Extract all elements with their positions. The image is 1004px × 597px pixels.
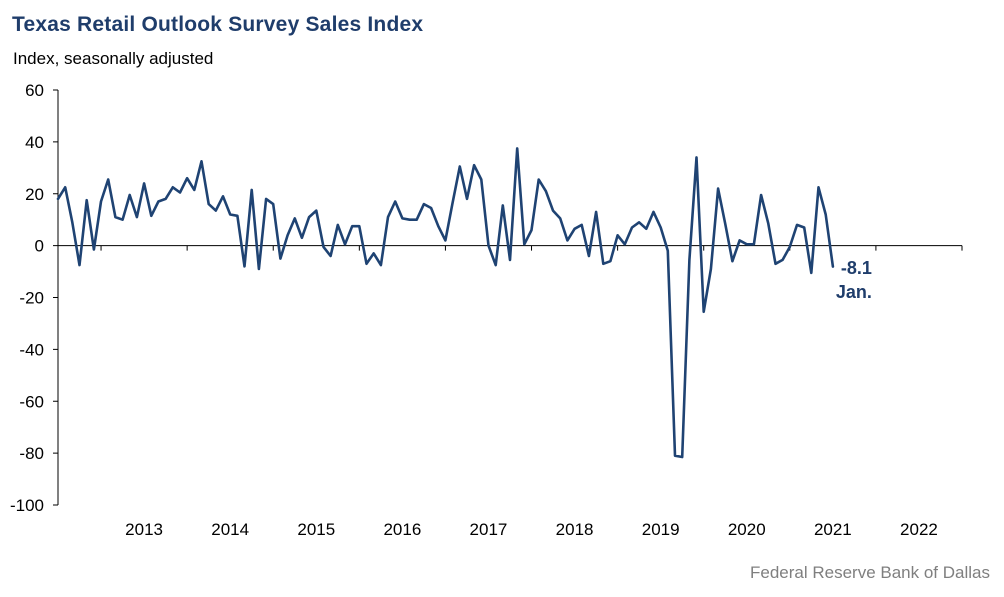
x-tick-label: 2021 bbox=[814, 520, 852, 539]
y-tick-label: -20 bbox=[19, 289, 44, 308]
x-tick-label: 2015 bbox=[297, 520, 335, 539]
chart-axes bbox=[57, 90, 962, 505]
series-line bbox=[56, 147, 835, 459]
x-tick-label: 2016 bbox=[383, 520, 421, 539]
y-tick-label: 20 bbox=[25, 185, 44, 204]
y-tick-label: 60 bbox=[25, 81, 44, 100]
chart-subtitle: Index, seasonally adjusted bbox=[13, 49, 214, 68]
annotation-group: -8.1 Jan. bbox=[836, 258, 872, 302]
annotation-label: Jan. bbox=[836, 282, 872, 302]
y-tick-label: -80 bbox=[19, 444, 44, 463]
y-tick-label: -40 bbox=[19, 340, 44, 359]
chart-title: Texas Retail Outlook Survey Sales Index bbox=[12, 13, 424, 36]
y-axis-ticks: 60 40 20 0 -20 -40 -60 -80 -100 bbox=[10, 81, 58, 515]
x-tick-label: 2014 bbox=[211, 520, 249, 539]
x-tick-label: 2013 bbox=[125, 520, 163, 539]
y-tick-label: -60 bbox=[19, 392, 44, 411]
annotation-value: -8.1 bbox=[841, 258, 872, 278]
y-tick-label: 40 bbox=[25, 133, 44, 152]
y-tick-label: -100 bbox=[10, 496, 44, 515]
x-axis-ticks: 2013 2014 2015 2016 2017 2018 2019 2020 2021 2022 bbox=[100, 245, 963, 539]
source-note: Federal Reserve Bank of Dallas bbox=[749, 563, 990, 582]
x-tick-label: 2022 bbox=[900, 520, 938, 539]
x-tick-label: 2019 bbox=[642, 520, 680, 539]
x-tick-label: 2020 bbox=[728, 520, 766, 539]
x-tick-label: 2017 bbox=[470, 520, 508, 539]
y-tick-label: 0 bbox=[35, 237, 44, 256]
series-group bbox=[56, 147, 835, 459]
x-tick-label: 2018 bbox=[556, 520, 594, 539]
